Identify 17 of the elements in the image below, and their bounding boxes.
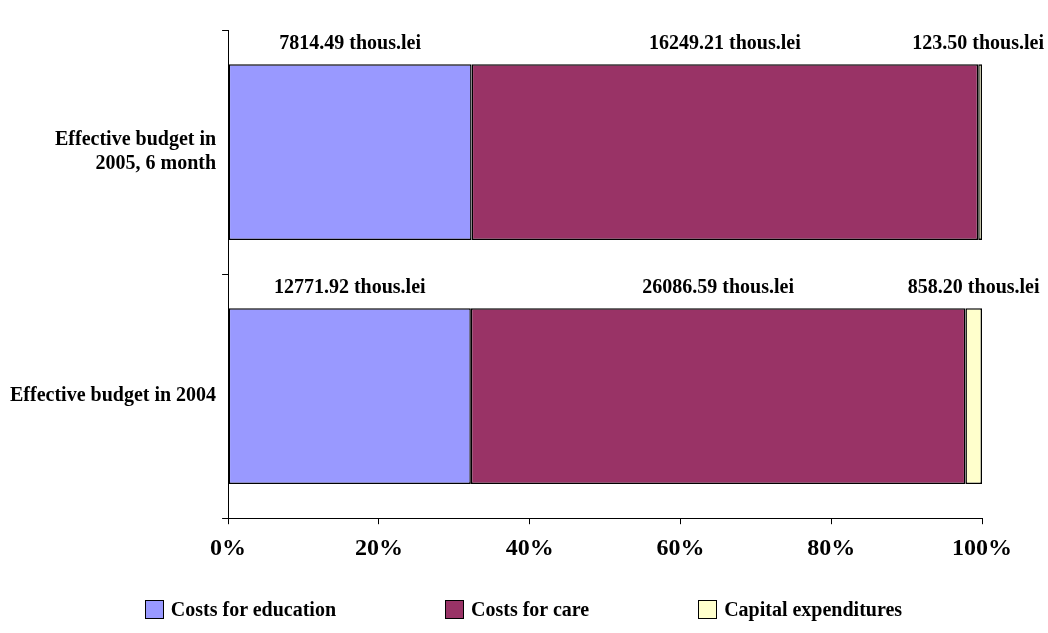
x-tick-label: 40% <box>505 533 554 560</box>
annotation: 7814.49 thous.lei <box>279 31 422 54</box>
y-tick-label: Effective budget in 2004 <box>10 383 217 407</box>
x-tick-label: 20% <box>354 533 403 560</box>
annotation: 858.20 thous.lei <box>907 275 1040 298</box>
x-tick-label: 0% <box>210 533 247 560</box>
annotation: 16249.21 thous.lei <box>649 31 802 54</box>
x-tick-label: 100% <box>952 533 1012 560</box>
annotation: 123.50 thous.lei <box>912 31 1045 54</box>
x-tick-label: 80% <box>807 533 856 560</box>
legend-label: Capital expenditures <box>724 598 903 621</box>
legend-label: Costs for education <box>170 598 337 621</box>
x-tick-label: 60% <box>656 533 705 560</box>
annotation: 26086.59 thous.lei <box>642 275 795 298</box>
y-tick-label: Effective budget in 2005, 6 month <box>55 127 217 174</box>
annotation: 12771.92 thous.lei <box>273 275 427 298</box>
legend-label: Costs for care <box>471 598 590 621</box>
